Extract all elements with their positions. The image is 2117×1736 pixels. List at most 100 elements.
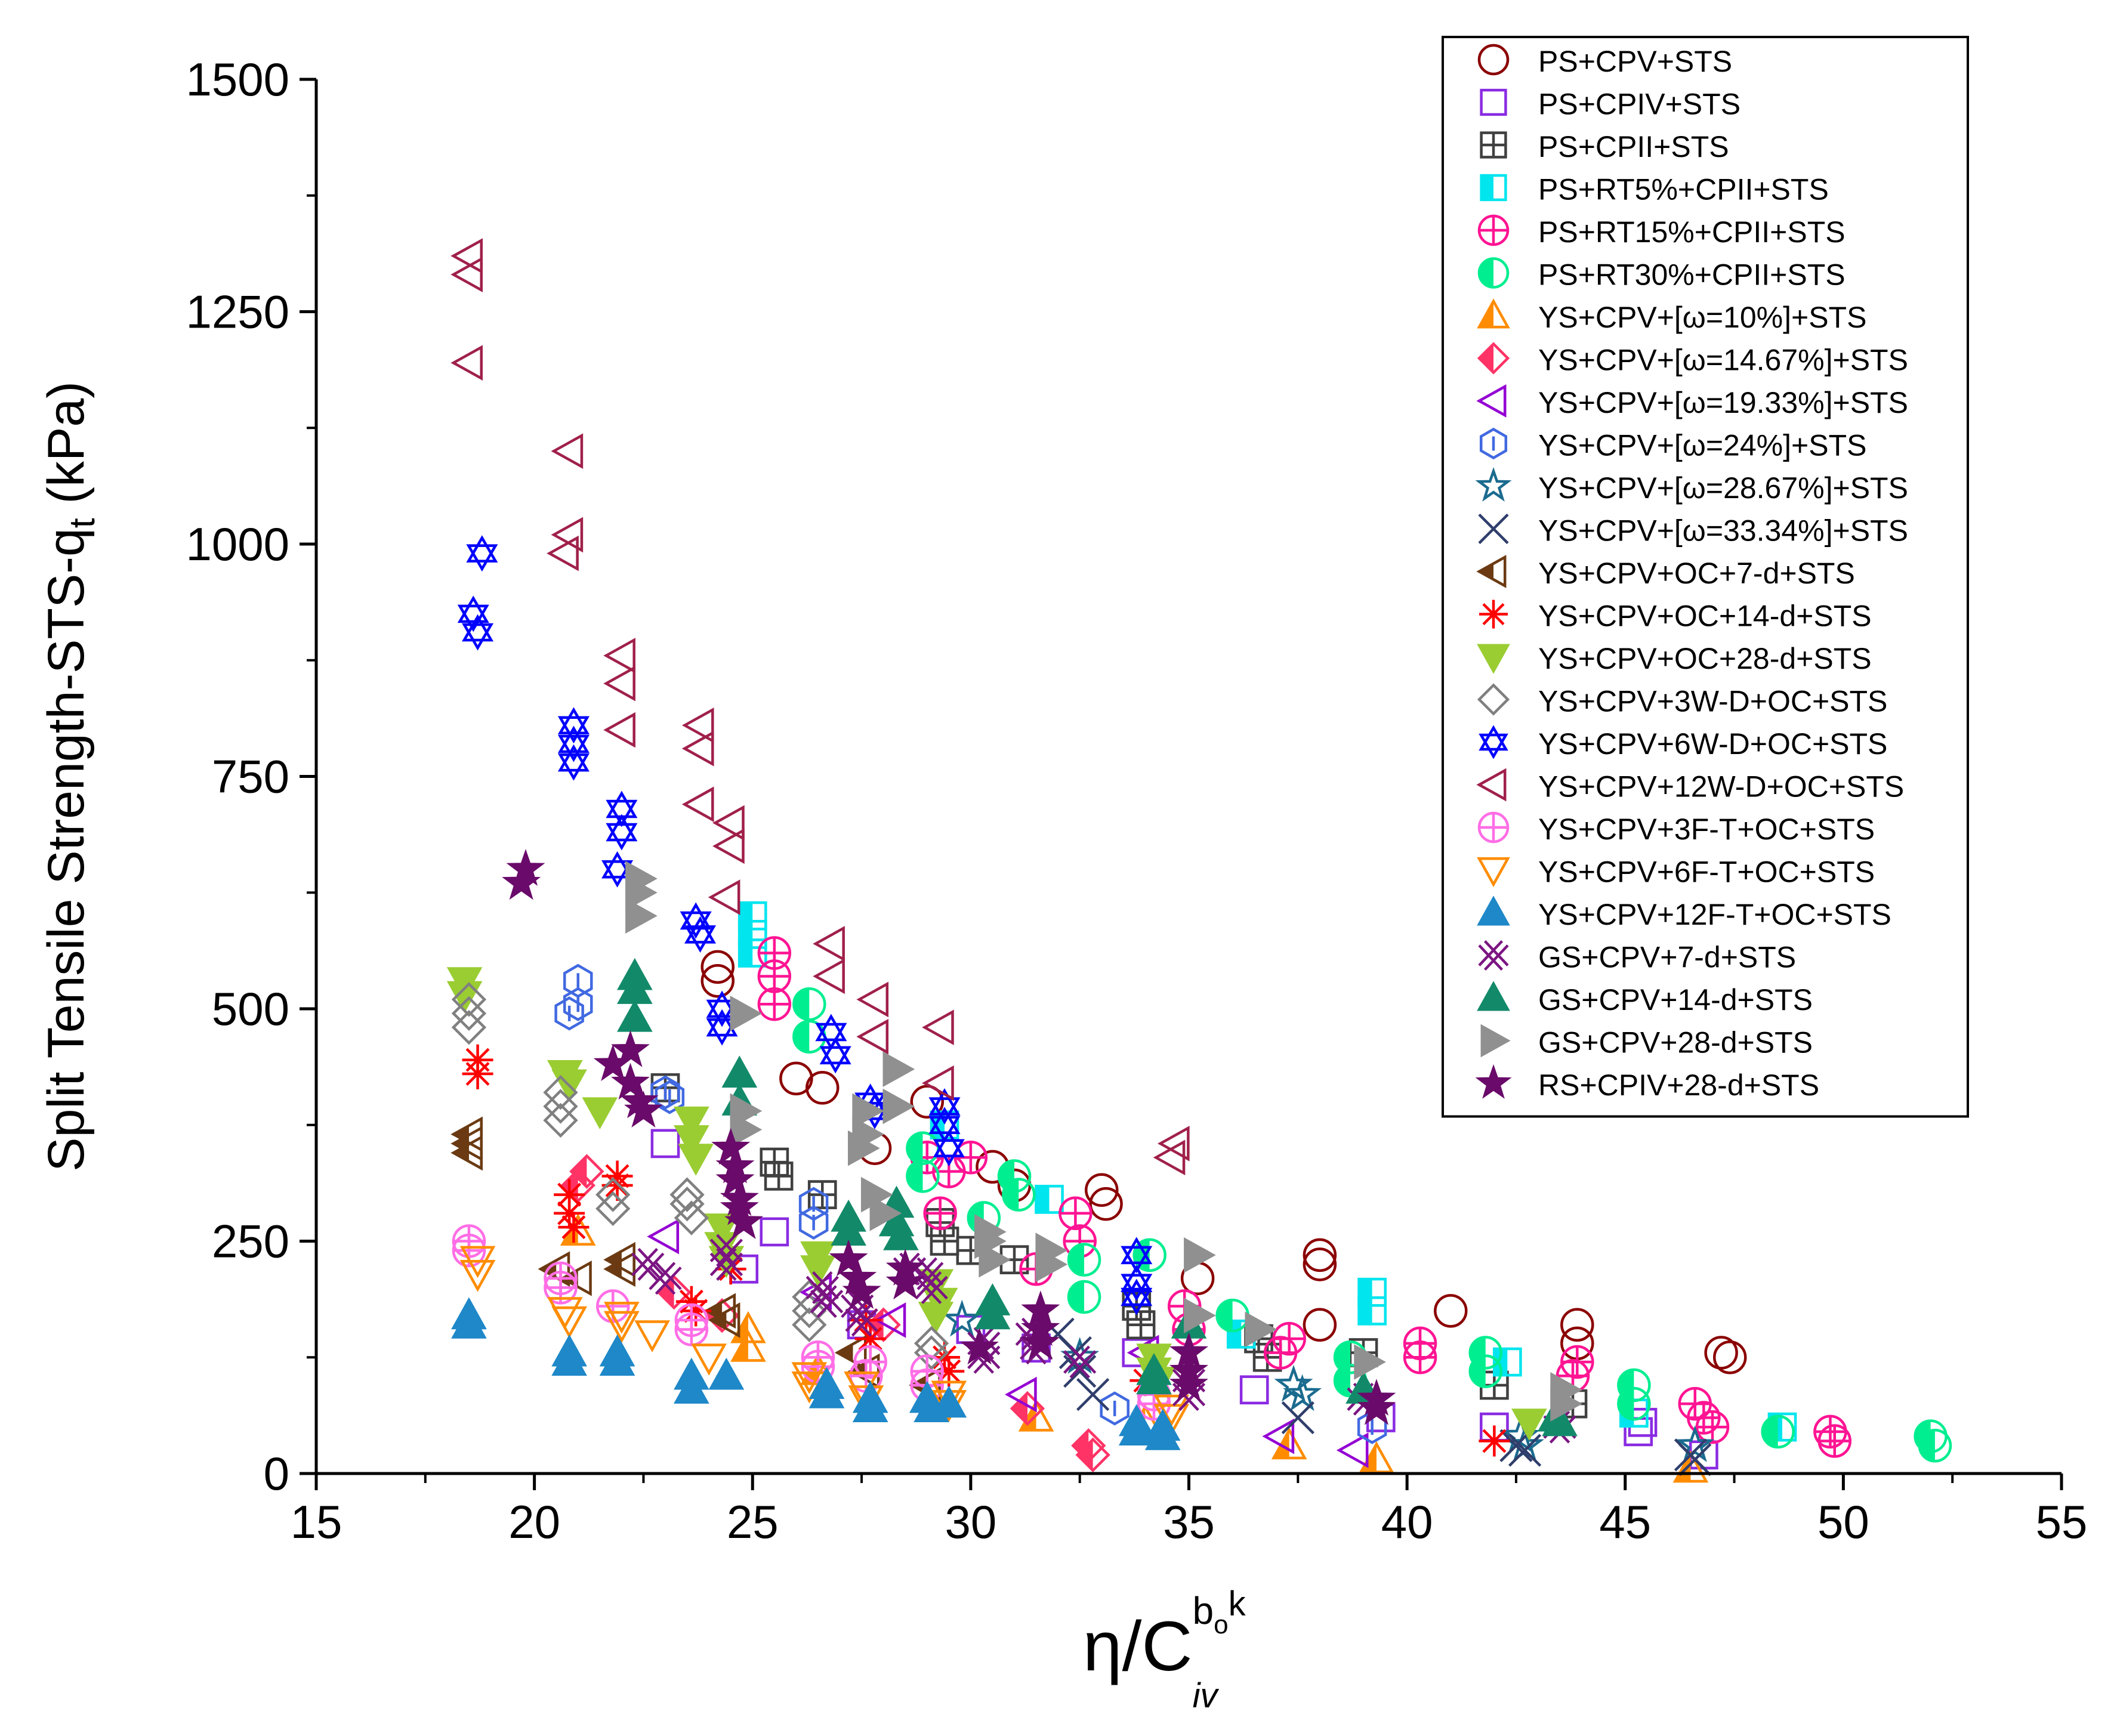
data-point (1434, 1294, 1468, 1328)
data-point (882, 1051, 915, 1088)
data-point (874, 1302, 906, 1338)
data-point (604, 1311, 640, 1343)
data-point (674, 1106, 709, 1139)
data-point (918, 1302, 954, 1334)
y-tick-label: 500 (212, 983, 289, 1035)
data-point (760, 1217, 789, 1247)
data-point (730, 1330, 766, 1362)
series-21 (451, 1297, 1181, 1450)
data-point (450, 257, 483, 293)
y-tick-label: 1000 (186, 518, 289, 570)
data-point (451, 1306, 487, 1339)
x-tick-label: 15 (291, 1496, 342, 1548)
data-point (674, 1312, 709, 1346)
data-point (712, 805, 745, 841)
legend-marker (1477, 214, 1510, 246)
legend: PS+CPV+STS PS+CPIV+STS PS+CPII+STS PS+RT5%+… (1442, 36, 1969, 1118)
series-10 (554, 963, 1387, 1444)
data-point (1492, 1347, 1522, 1377)
data-point (554, 1179, 585, 1210)
data-point (543, 1089, 578, 1124)
legend-item: YS+CPV+12F-T+OC+STS (1477, 895, 1891, 931)
legend-item: GS+CPV+28-d+STS (1480, 1024, 1813, 1059)
legend-label: PS+CPV+STS (1538, 45, 1732, 78)
legend-item: YS+CPV+12W-D+OC+STS (1476, 768, 1904, 804)
data-point (543, 1075, 578, 1110)
data-point (933, 1130, 965, 1167)
data-point (451, 1009, 487, 1045)
data-point (706, 1009, 738, 1046)
data-point (457, 595, 489, 632)
data-point (1817, 1424, 1851, 1458)
data-point (647, 1218, 680, 1255)
data-point (931, 1380, 967, 1413)
data-point (709, 1247, 743, 1281)
y-tick-label: 1250 (186, 286, 289, 338)
legend-marker (1476, 768, 1507, 802)
data-point (1542, 1404, 1578, 1437)
data-point (681, 786, 714, 823)
data-point (922, 1009, 954, 1045)
legend-item: YS+CPV+3W-D+OC+STS (1477, 683, 1887, 718)
series-11 (942, 1299, 1715, 1462)
data-point (1761, 1414, 1795, 1449)
data-point (1713, 1340, 1747, 1374)
data-point (1303, 1238, 1337, 1272)
data-point (914, 1326, 949, 1361)
legend-item: YS+CPV+[ω=24%]+STS (1479, 427, 1866, 462)
legend-label: YS+CPV+3W-D+OC+STS (1538, 685, 1887, 718)
data-point (1274, 1364, 1313, 1402)
data-point (601, 851, 634, 888)
data-point (1303, 1247, 1337, 1281)
data-point (1018, 1399, 1054, 1432)
data-point (551, 1343, 587, 1376)
data-point (906, 1159, 940, 1193)
data-point (808, 1376, 845, 1408)
legend-item: PS+CPIV+STS (1480, 88, 1740, 121)
data-point (721, 1055, 758, 1088)
data-point (1021, 1323, 1060, 1360)
legend-marker (1477, 342, 1510, 375)
data-point (806, 1071, 840, 1105)
data-point (792, 987, 826, 1021)
data-point (459, 1259, 496, 1292)
data-point (603, 638, 635, 674)
legend-label: YS+CPV+[ω=28.67%]+STS (1538, 471, 1908, 505)
plot-area (446, 238, 1952, 1483)
data-point (1560, 1345, 1594, 1379)
data-point (1063, 1355, 1097, 1388)
data-point (882, 1088, 915, 1125)
data-point (914, 1335, 949, 1370)
data-point (604, 1302, 640, 1334)
data-point (856, 981, 889, 1018)
data-point (551, 1306, 587, 1339)
data-point (708, 1357, 745, 1390)
data-point (634, 1320, 670, 1352)
data-point (1136, 1362, 1172, 1395)
data-point (813, 958, 845, 994)
legend-item: YS+CPV+[ω=19.33%]+STS (1476, 384, 1908, 419)
data-point (680, 902, 712, 939)
data-point (1184, 1237, 1216, 1273)
x-tick-label: 20 (508, 1496, 560, 1548)
data-point (582, 1097, 618, 1130)
data-point (852, 1390, 888, 1422)
legend-marker (1480, 131, 1507, 159)
data-point (1357, 1296, 1387, 1326)
legend-label: GS+CPV+28-d+STS (1538, 1026, 1813, 1059)
legend-item: YS+CPV+OC+7-d+STS (1476, 555, 1855, 590)
data-point (1678, 1443, 1712, 1476)
legend-marker (1479, 600, 1508, 629)
data-point (1336, 1432, 1369, 1468)
data-point (1272, 1321, 1306, 1356)
legend-label: YS+CPV+OC+28-d+STS (1538, 642, 1872, 675)
y-tick-label: 250 (212, 1215, 289, 1268)
y-axis-label: Split Tensile Strength-STS-qt (kPa) (38, 381, 102, 1172)
legend-item: YS+CPV+OC+14-d+STS (1479, 600, 1872, 633)
data-point (883, 1218, 919, 1250)
data-point (684, 916, 717, 953)
data-point (1687, 1401, 1721, 1435)
legend-label: YS+CPV+6W-D+OC+STS (1538, 727, 1887, 761)
data-point (829, 1239, 868, 1277)
